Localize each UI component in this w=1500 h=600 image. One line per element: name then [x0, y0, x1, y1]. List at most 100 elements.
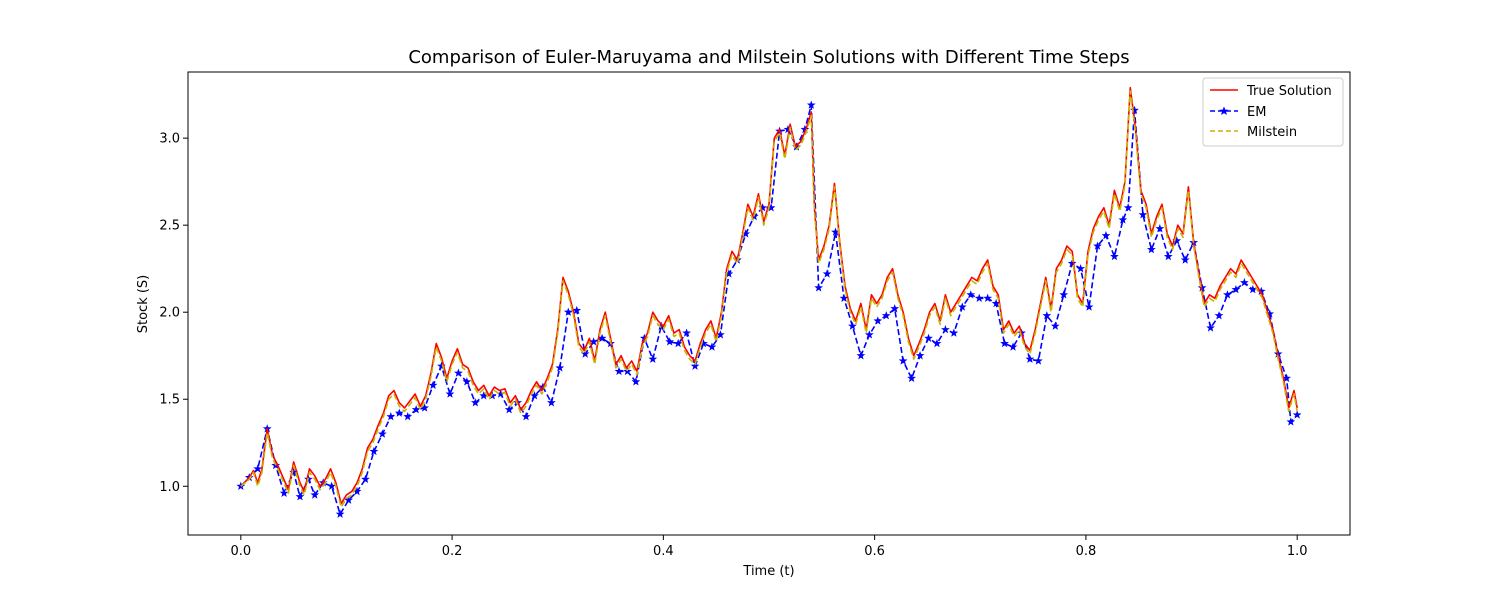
series-point-em — [327, 481, 337, 490]
series-point-em — [1231, 284, 1241, 294]
y-tick-label: 2.5 — [159, 219, 180, 234]
series-point-em — [974, 293, 984, 302]
series-point-em — [881, 311, 891, 320]
series-point-em — [991, 298, 1001, 308]
series-point-em — [932, 338, 942, 348]
series-point-em — [597, 333, 607, 343]
series-point-em — [394, 408, 404, 417]
series-point-em — [1050, 321, 1060, 330]
y-axis-label: Stock (S) — [136, 275, 151, 334]
series-point-em — [403, 412, 413, 421]
y-tick-label: 2.0 — [159, 306, 180, 321]
series-point-em — [631, 377, 641, 386]
x-tick-label: 0.4 — [653, 544, 674, 559]
series-point-em — [682, 328, 691, 337]
series-point-em — [428, 380, 438, 390]
series-point-em — [806, 100, 816, 109]
series-point-em — [289, 467, 299, 477]
series-point-em — [724, 269, 734, 278]
plot-area — [236, 86, 1302, 518]
series-point-em — [1223, 290, 1232, 299]
series-point-em — [1076, 264, 1085, 273]
series-point-em — [1118, 215, 1128, 224]
series-point-em — [352, 486, 362, 496]
series-point-em — [1130, 105, 1139, 115]
series-point-em — [758, 203, 768, 212]
x-tick-label: 0.6 — [864, 544, 885, 559]
x-tick-label: 0.0 — [230, 544, 251, 559]
y-tick-label: 3.0 — [159, 132, 180, 147]
series-point-em — [864, 330, 874, 339]
x-tick-label: 0.2 — [442, 544, 463, 559]
series-point-em — [462, 377, 472, 386]
series-point-em — [253, 464, 263, 473]
series-point-em — [673, 338, 683, 348]
series-point-em — [873, 316, 883, 325]
series-line-milstein — [240, 90, 1298, 508]
series-point-em — [369, 446, 379, 456]
series-point-em — [800, 124, 810, 134]
series-point-em — [941, 325, 950, 334]
series-point-em — [822, 269, 832, 278]
series-point-em — [1025, 354, 1035, 363]
series-point-em — [1000, 338, 1009, 348]
series-point-em — [1101, 231, 1111, 240]
series-point-em — [966, 290, 976, 299]
series-point-em — [445, 389, 455, 398]
series-point-em — [470, 398, 480, 407]
series-point-em — [898, 356, 908, 365]
series-point-em — [572, 305, 582, 315]
series-point-em — [648, 354, 658, 363]
series-point-em — [454, 368, 463, 377]
series-point-em — [1206, 323, 1215, 332]
series-point-em — [1034, 356, 1043, 365]
series-point-em — [411, 405, 421, 414]
series-point-em — [1042, 311, 1052, 320]
series-point-em — [386, 412, 396, 421]
series-point-em — [831, 227, 840, 236]
series-point-em — [1084, 302, 1094, 311]
series-point-em — [335, 509, 345, 518]
series-point-em — [1180, 255, 1190, 264]
series-point-em — [279, 488, 289, 497]
series-point-em — [1008, 342, 1018, 351]
series-point-em — [1123, 203, 1133, 212]
series-point-em — [1214, 311, 1224, 320]
chart-title: Comparison of Euler-Maruyama and Milstei… — [408, 47, 1129, 68]
series-point-em — [1282, 373, 1291, 383]
series-point-em — [949, 328, 959, 337]
series-point-em — [690, 361, 700, 370]
series-point-em — [957, 302, 967, 311]
series-point-em — [479, 391, 489, 400]
series-point-em — [1256, 286, 1266, 296]
series-point-em — [547, 398, 556, 407]
series-point-em — [614, 366, 624, 376]
series-point-em — [1110, 251, 1119, 261]
series-point-em — [1163, 251, 1173, 261]
series-point-em — [496, 389, 506, 398]
series-point-em — [707, 342, 717, 351]
series-point-em — [563, 307, 573, 316]
series-point-em — [420, 403, 429, 412]
series-point-em — [656, 321, 666, 330]
series-point-em — [1093, 241, 1102, 250]
legend-em-star-marker — [1219, 106, 1229, 115]
series-point-em — [1138, 210, 1148, 219]
series-point-em — [915, 351, 925, 360]
series-point-em — [907, 373, 916, 383]
legend: True Solution EM Milstein — [1202, 77, 1344, 147]
x-tick-label: 1.0 — [1287, 544, 1308, 559]
series-point-em — [1248, 284, 1258, 294]
series-point-em — [378, 429, 387, 438]
series-point-em — [783, 124, 793, 134]
legend-milstein-label: Milstein — [1247, 125, 1297, 140]
x-axis-label: Time (t) — [742, 564, 794, 579]
series-point-em — [1059, 290, 1069, 299]
series-point-em — [521, 412, 531, 421]
y-tick-label: 1.5 — [159, 393, 180, 408]
series-point-em — [1286, 417, 1296, 426]
series-point-em — [344, 495, 353, 504]
series-point-em — [555, 363, 565, 372]
series-point-em — [665, 337, 675, 346]
